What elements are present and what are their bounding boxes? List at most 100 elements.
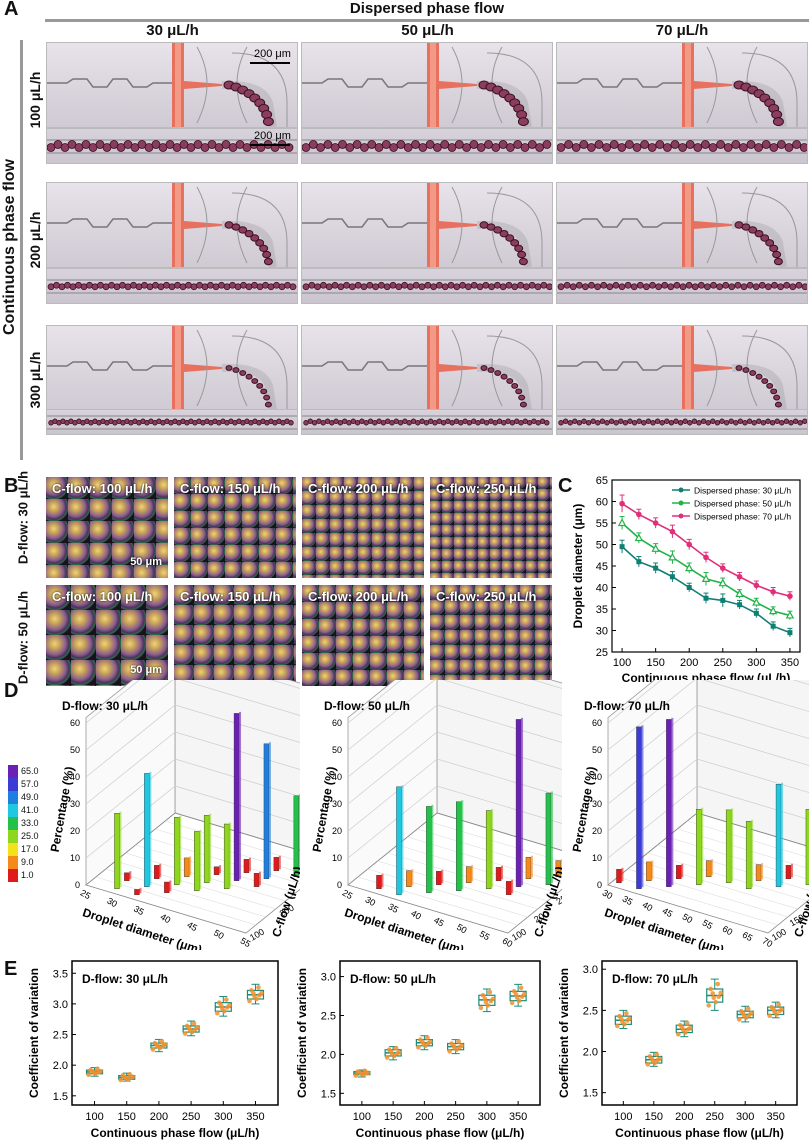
droplet [679,283,687,291]
colorbar-swatch [8,765,18,778]
x-tick-label: 35 [132,904,146,918]
histogram-bar-side [278,855,281,870]
droplet [755,373,763,380]
histogram-bar [545,792,552,886]
floor-grid [677,828,809,869]
droplet [229,281,236,289]
droplet [517,281,525,289]
droplet [366,281,374,289]
histogram-bar-side [431,804,434,892]
x-tick-label: 200 [150,1111,168,1123]
droplet [168,283,176,291]
histogram-bar-side [621,867,624,882]
droplet [761,140,771,149]
droplet [80,283,88,291]
x-tick-label: 40 [409,908,423,922]
jitter-point [259,990,264,996]
droplet [308,281,316,289]
droplet [345,143,355,152]
droplet [655,283,662,291]
droplet [343,281,350,289]
droplet [262,250,272,259]
y-tick-label: 50 [596,540,608,552]
colorbar-label: 57.0 [21,779,39,789]
channel-line [47,78,172,88]
droplet [630,283,638,291]
droplet [251,378,259,384]
z-tick-label: 40 [332,772,342,782]
droplet [558,420,564,426]
droplet [783,418,790,424]
droplet [764,283,772,291]
cv-boxplot-d50: 1.5 2.0 2.5 3.0 100 150 200 250 300 350 D-flow: 50… [295,960,541,1140]
droplet [746,281,754,289]
droplet [632,143,642,152]
droplet [108,281,115,289]
outer-wall [486,335,543,410]
y-tick-label: 25 [596,647,608,659]
jitter-point [391,1053,397,1059]
histogram-bar [555,860,562,878]
x-tick-label: 45 [432,915,446,929]
droplet [645,418,652,424]
droplet-train-drawing [302,139,552,154]
histogram-bar-side [401,785,404,894]
droplet [752,283,760,291]
droplet [608,418,615,424]
jitter-point [447,1048,452,1054]
x-tick-label: 50 [681,912,695,926]
droplet [795,281,803,289]
jitter-point [687,1025,693,1031]
droplet [47,283,55,291]
x-axis-title: Continuous phase flow (μL/h) [356,1126,525,1140]
chip-image [556,182,808,268]
x-tick-label: 250 [714,657,732,669]
droplet [141,281,148,289]
jitter-point [771,1007,776,1012]
droplet [190,283,198,291]
data-point [686,541,693,548]
droplet [517,117,529,127]
droplet [625,140,634,149]
droplet [581,283,589,291]
droplet [487,367,495,373]
legend-label: Dispersed phase: 70 μL/h [694,512,791,522]
chip-drawing [302,43,543,127]
scale-bar-label-1: 200 μm [254,48,291,60]
droplet-train-drawing [302,415,552,430]
histogram-bar-side [129,871,132,880]
droplet [245,373,253,380]
droplet [91,283,99,291]
droplet [518,394,526,401]
histogram-bar [243,859,250,874]
droplet [469,140,479,149]
droplet [667,283,675,291]
histogram-bar-side [298,794,300,876]
droplet [250,234,260,242]
z-tick-label: 20 [592,826,602,836]
outer-wall [486,192,543,267]
jitter-point [619,1016,624,1022]
z-tick-label: 30 [592,799,602,809]
jitter-point [189,1029,195,1035]
chip-drawing [557,43,798,127]
droplet [783,281,791,289]
droplet [500,373,508,380]
micrograph-d30-c250: C-flow: 250 μL/h [430,477,552,578]
x-tick-label: 50 [212,928,226,942]
y-tick-label: 1.5 [583,1088,598,1100]
droplet [302,283,310,291]
jitter-point [622,1022,627,1027]
dispersed-channel-highlight [430,326,436,410]
droplet [760,420,767,426]
droplet [506,378,514,384]
jitter-point [182,1031,188,1036]
droplet [383,283,391,291]
y-tick-label: 3.5 [53,968,68,980]
scale-bar-1 [250,62,290,64]
droplet [792,418,799,424]
droplet [259,244,269,253]
floor-grid [657,844,809,891]
x-tick-label: 200 [675,1111,693,1123]
droplet [440,140,450,149]
